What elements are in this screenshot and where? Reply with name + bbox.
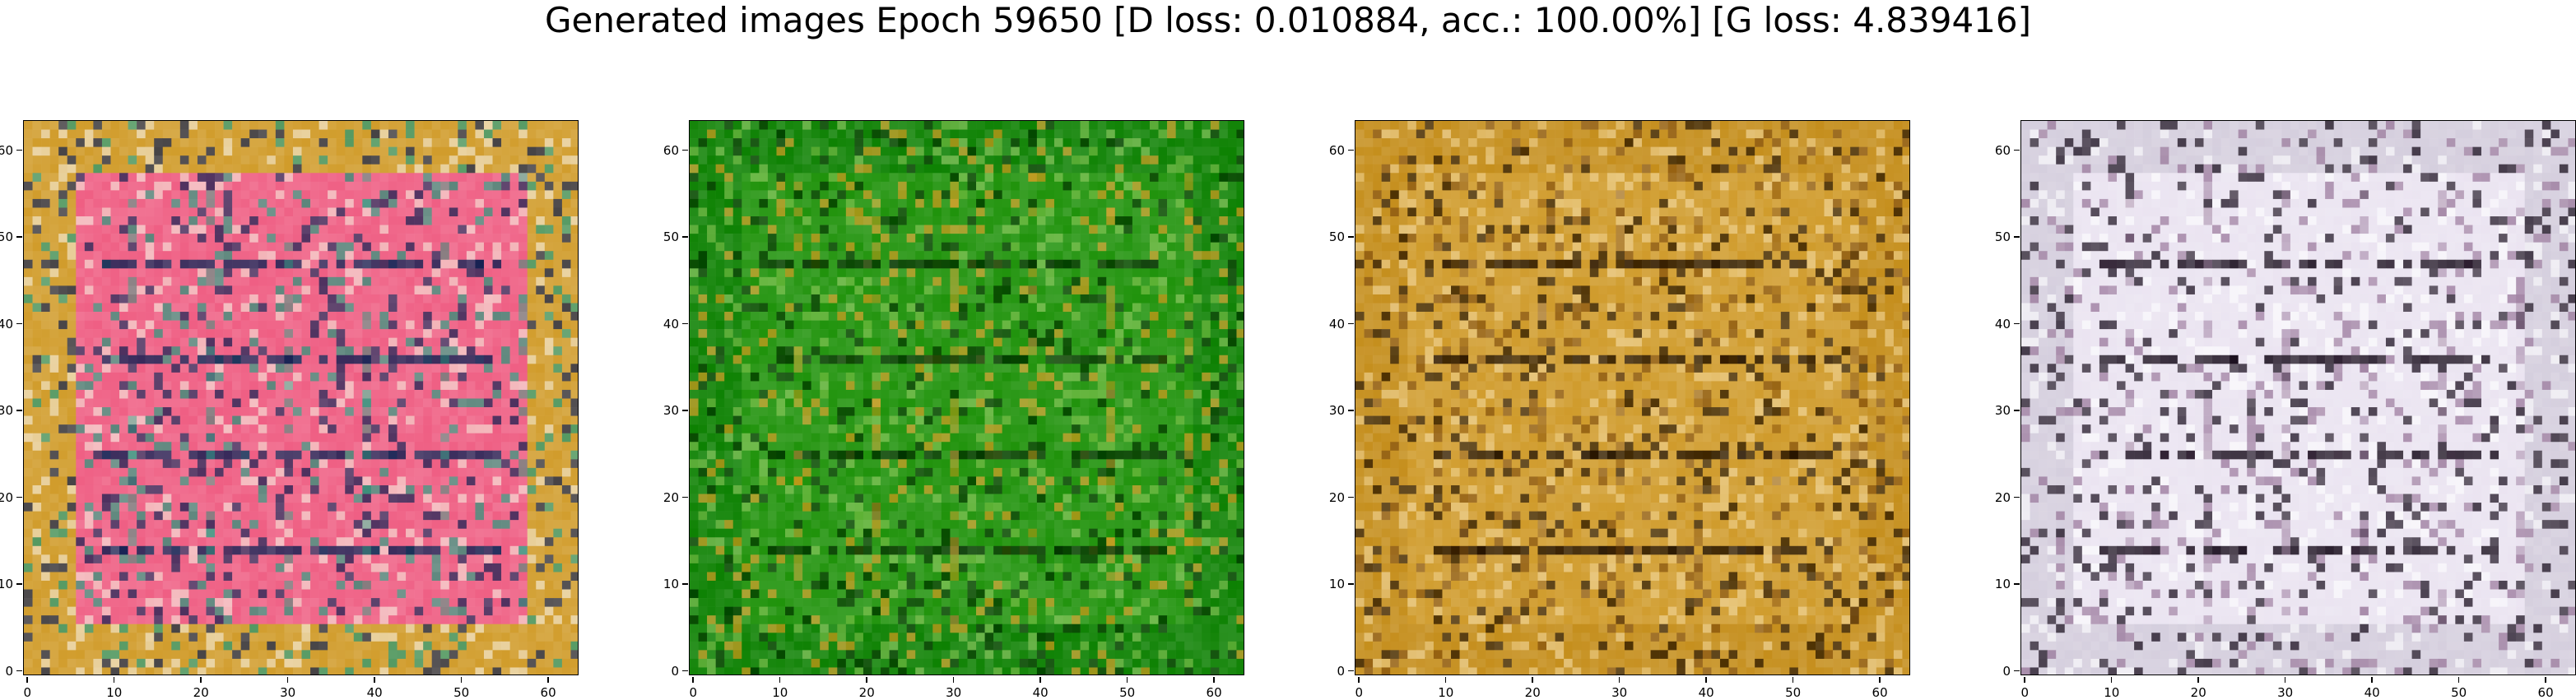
x-tick-label: 50 — [1111, 677, 1144, 700]
x-tick-label: 60 — [2529, 677, 2562, 700]
y-tick-label: 50 — [646, 229, 688, 244]
y-tick-label: 60 — [0, 143, 22, 158]
x-tick-label: 20 — [184, 677, 217, 700]
x-tick-label: 0 — [2008, 677, 2041, 700]
image-panel-2: 0 10 20 30 40 50 60 0 10 20 30 40 50 60 — [663, 120, 1244, 700]
x-tick-label: 60 — [1863, 677, 1896, 700]
generated-image-1 — [23, 120, 579, 675]
x-tick-label: 50 — [445, 677, 478, 700]
generated-image-4 — [2020, 120, 2576, 675]
image-panel-4: 0 10 20 30 40 50 60 0 10 20 30 40 50 60 — [1995, 120, 2576, 700]
x-tick-label: 50 — [1777, 677, 1810, 700]
x-tick-label: 0 — [1342, 677, 1375, 700]
x-tick-label: 10 — [1430, 677, 1462, 700]
x-tick-label: 20 — [2182, 677, 2215, 700]
y-tick-label: 0 — [1312, 664, 1354, 679]
x-tick-label: 30 — [1603, 677, 1636, 700]
y-tick-label: 10 — [0, 577, 22, 591]
y-tick-label: 40 — [1312, 317, 1354, 331]
pixel-grid — [24, 121, 578, 675]
y-tick-label: 30 — [646, 403, 688, 418]
x-tick-label: 40 — [2355, 677, 2388, 700]
y-tick-label: 0 — [1978, 664, 2020, 679]
y-tick-label: 40 — [1978, 317, 2020, 331]
x-tick-label: 20 — [850, 677, 883, 700]
x-tick-label: 40 — [1024, 677, 1057, 700]
y-tick-label: 20 — [1312, 490, 1354, 505]
x-tick-label: 30 — [2269, 677, 2302, 700]
x-tick-label: 30 — [937, 677, 970, 700]
x-tick-label: 10 — [98, 677, 131, 700]
y-tick-label: 30 — [0, 403, 22, 418]
pixel-grid — [1355, 121, 1909, 675]
x-tick-label: 40 — [358, 677, 391, 700]
y-tick-label: 20 — [646, 490, 688, 505]
image-panel-3: 0 10 20 30 40 50 60 0 10 20 30 40 50 60 — [1329, 120, 1910, 700]
y-tick-label: 20 — [1978, 490, 2020, 505]
y-tick-label: 30 — [1978, 403, 2020, 418]
x-tick-label: 60 — [532, 677, 565, 700]
generated-image-2 — [689, 120, 1244, 675]
y-tick-label: 50 — [1312, 229, 1354, 244]
y-tick-label: 50 — [1978, 229, 2020, 244]
y-tick-label: 0 — [646, 664, 688, 679]
pixel-grid — [2021, 121, 2575, 675]
y-tick-label: 40 — [0, 317, 22, 331]
y-tick-label: 20 — [0, 490, 22, 505]
image-panel-1: 0 10 20 30 40 50 60 0 10 20 30 40 50 60 — [0, 120, 579, 700]
y-tick-label: 50 — [0, 229, 22, 244]
y-tick-label: 10 — [646, 577, 688, 591]
y-tick-label: 10 — [1978, 577, 2020, 591]
x-tick-label: 0 — [677, 677, 709, 700]
y-tick-label: 60 — [646, 143, 688, 158]
y-tick-label: 10 — [1312, 577, 1354, 591]
x-tick-label: 0 — [11, 677, 44, 700]
y-tick-label: 40 — [646, 317, 688, 331]
x-tick-label: 60 — [1197, 677, 1230, 700]
x-tick-label: 20 — [1516, 677, 1549, 700]
x-tick-label: 10 — [2095, 677, 2128, 700]
y-tick-label: 60 — [1978, 143, 2020, 158]
y-tick-label: 0 — [0, 664, 22, 679]
y-tick-label: 60 — [1312, 143, 1354, 158]
pixel-grid — [690, 121, 1244, 675]
y-tick-label: 30 — [1312, 403, 1354, 418]
x-tick-label: 30 — [272, 677, 305, 700]
figure-title: Generated images Epoch 59650 [D loss: 0.… — [544, 0, 2032, 40]
x-tick-label: 40 — [1690, 677, 1723, 700]
x-tick-label: 50 — [2443, 677, 2476, 700]
generated-image-3 — [1355, 120, 1910, 675]
x-tick-label: 10 — [764, 677, 797, 700]
